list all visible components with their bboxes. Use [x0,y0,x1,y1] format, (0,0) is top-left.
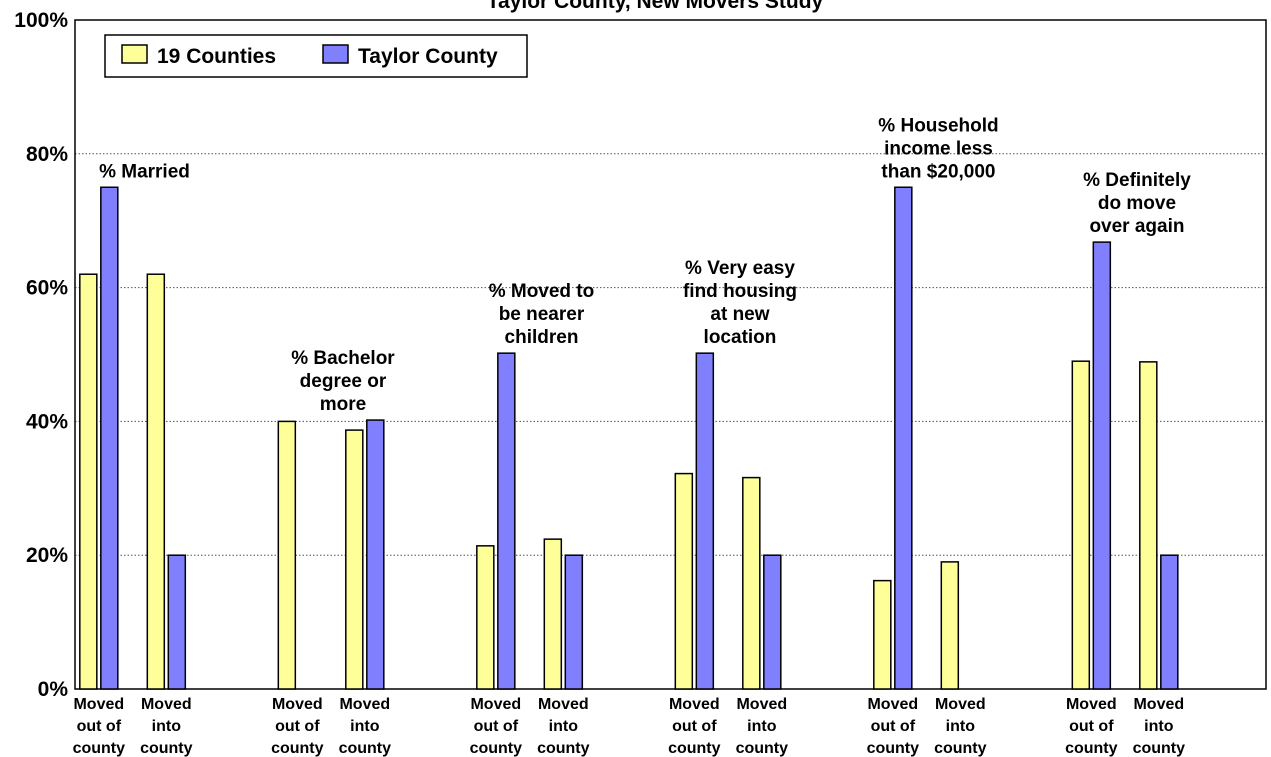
x-tick-label: Moved out of county [73,696,126,757]
bar [742,476,761,690]
bar [674,472,694,690]
group-annotation: % Moved to be nearer children [489,281,595,348]
legend-swatch-taylor-county [322,44,349,64]
bar [1071,360,1091,690]
y-tick-label: 40% [26,410,68,433]
x-tick-label: Moved out of county [668,696,721,757]
x-tick-label: Moved into county [537,696,590,757]
group-annotation: % Definitely do move over again [1083,170,1191,237]
group-annotation: % Household income less than $20,000 [878,115,998,182]
bar [497,352,516,690]
bar [564,554,584,690]
x-tick-label: Moved out of county [1065,696,1118,757]
bar [366,419,385,690]
group-annotation: % Very easy find housing at new location [683,258,797,348]
legend-box [104,34,528,78]
x-axis: Moved out of county Moved into county Moved out… [73,696,1186,757]
y-tick-label: 100% [14,9,68,32]
bar [695,352,715,690]
x-tick-label: Moved into county [339,696,392,757]
y-tick-label: 80% [26,143,68,166]
bar [763,554,782,690]
bars [79,186,1179,690]
legend-label-19-counties: 19 Counties [157,45,276,68]
annotations: % Married % Bachelor degree or more % Moved … [99,115,1191,415]
bar [940,561,960,690]
bar [167,554,187,690]
x-tick-label: Moved into county [736,696,789,757]
x-tick-label: Moved into county [1133,696,1186,757]
group-annotation: % Married [99,161,190,182]
gridlines [74,19,1267,690]
y-tick-label: 20% [26,544,68,567]
bar [1092,241,1112,690]
x-tick-label: Moved into county [140,696,193,757]
bar [345,429,364,690]
bar [894,186,913,690]
x-tick-label: Moved out of county [470,696,523,757]
bar [277,420,297,690]
bar [873,579,892,690]
legend-swatch-19-counties [121,44,148,64]
bar [1139,361,1158,690]
bar [100,186,119,690]
bar [476,545,495,690]
chart-title: Taylor County, New Movers Study [487,0,824,13]
bar [146,273,166,690]
x-tick-label: Moved into county [934,696,987,757]
bar [543,538,563,690]
y-axis: 0% 20% 40% 60% 80% 100% [14,9,68,701]
legend-label-taylor-county: Taylor County [358,45,498,68]
plot-frame [74,19,1267,690]
y-tick-label: 60% [26,277,68,300]
bar [79,273,98,690]
legend: 19 Counties Taylor County [104,34,528,78]
y-tick-label: 0% [38,678,69,701]
group-annotation: % Bachelor degree or more [291,348,395,415]
bar [1160,554,1179,690]
x-tick-label: Moved out of county [867,696,920,757]
x-tick-label: Moved out of county [271,696,324,757]
